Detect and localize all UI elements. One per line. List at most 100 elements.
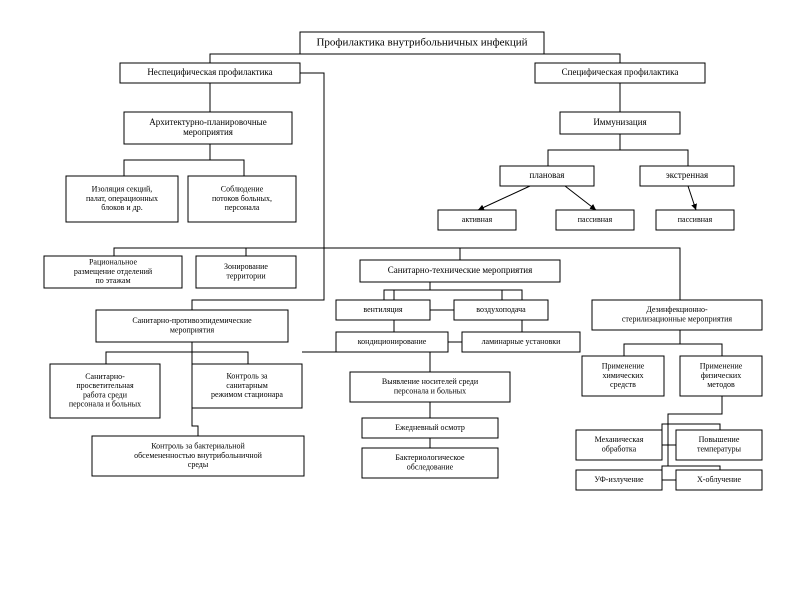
node-label-mech-1: обработка xyxy=(602,444,637,453)
node-label-ration-1: размещение отделений xyxy=(74,267,153,276)
node-label-sanepid-0: Санитарно-противоэпидемические xyxy=(132,316,252,325)
node-label-ration-2: по этажам xyxy=(96,276,131,285)
node-vent: вентиляция xyxy=(336,300,430,320)
node-label-phys-1: физических xyxy=(701,371,741,380)
node-label-chem-2: средств xyxy=(610,380,636,389)
node-carrier: Выявление носителей средиперсонала и бол… xyxy=(350,372,510,402)
node-label-ration-0: Рациональное xyxy=(89,258,137,267)
edge-23 xyxy=(192,352,248,364)
edge-7 xyxy=(620,150,688,166)
node-zoning: Зонированиетерритории xyxy=(196,256,296,288)
node-emerg: экстренная xyxy=(640,166,734,186)
node-label-santech-0: Санитарно-технические мероприятия xyxy=(388,265,532,275)
edge-32 xyxy=(662,424,668,470)
edge-25 xyxy=(302,352,430,372)
node-label-bactc-0: Контроль за бактериальной xyxy=(151,442,245,451)
edge-29 xyxy=(680,344,722,356)
node-temper: Повышениетемпературы xyxy=(676,430,762,460)
node-label-passive2-0: пассивная xyxy=(678,215,713,224)
node-label-root-0: Профилактика внутрибольничных инфекций xyxy=(316,37,527,49)
node-label-carrier-0: Выявление носителей среди xyxy=(382,377,479,386)
node-label-temper-1: температуры xyxy=(697,444,742,453)
edge-13 xyxy=(324,248,460,260)
flowchart-canvas: Профилактика внутрибольничных инфекций Не… xyxy=(0,0,800,600)
node-label-chem-0: Применение xyxy=(602,362,645,371)
node-label-flows-0: Соблюдение xyxy=(221,185,264,194)
node-passive1: пассивная xyxy=(556,210,634,230)
edge-1 xyxy=(544,54,620,63)
node-label-passive1-0: пассивная xyxy=(578,215,613,224)
node-label-nonspec-0: Неспецифическая профилактика xyxy=(147,67,272,77)
node-label-zoning-1: территории xyxy=(226,271,266,280)
node-bactc: Контроль за бактериальнойобсемененностью… xyxy=(92,436,304,476)
edge-4 xyxy=(124,144,210,176)
node-bactexam: Бактериологическоеобследование xyxy=(362,448,498,478)
node-santech: Санитарно-технические мероприятия xyxy=(360,260,560,282)
edge-33 xyxy=(668,466,720,470)
node-label-phys-0: Применение xyxy=(700,362,743,371)
edge-11 xyxy=(114,73,324,256)
node-label-arch-0: Архитектурно-планировочные xyxy=(149,117,266,127)
edge-17 xyxy=(430,290,502,300)
node-label-isol-2: блоков и др. xyxy=(101,203,142,212)
edge-31 xyxy=(668,424,720,430)
node-sanepid: Санитарно-противоэпидемическиемероприяти… xyxy=(96,310,288,342)
edge-8 xyxy=(478,186,530,210)
node-label-uv-0: УФ-излучение xyxy=(594,475,644,484)
node-label-daily-0: Ежедневный осмотр xyxy=(395,423,465,432)
node-daily: Ежедневный осмотр xyxy=(362,418,498,438)
node-disinf: Дезинфекционно-стерилизационные мероприя… xyxy=(592,300,762,330)
node-label-lamin-0: ламинарные установки xyxy=(482,337,562,346)
node-label-sanlight-1: просветительная xyxy=(76,381,134,390)
node-label-immun-0: Иммунизация xyxy=(593,117,646,127)
node-label-bactexam-1: обследование xyxy=(407,462,454,471)
edge-22 xyxy=(106,342,192,364)
node-label-disinf-0: Дезинфекционно- xyxy=(646,305,708,314)
node-label-control-2: режимом стационара xyxy=(211,390,283,399)
node-label-bactc-1: обсемененностью внутрибольничной xyxy=(134,451,263,460)
node-label-temper-0: Повышение xyxy=(699,435,740,444)
node-label-xray-0: Х-облучение xyxy=(697,475,741,484)
node-label-mech-0: Механическая xyxy=(595,435,644,444)
edge-10 xyxy=(688,186,696,210)
node-label-arch-1: мероприятия xyxy=(183,127,233,137)
node-label-air-0: воздухоподача xyxy=(476,305,526,314)
node-label-flows-2: персонала xyxy=(225,203,260,212)
node-lamin: ламинарные установки xyxy=(462,332,580,352)
node-active: активная xyxy=(438,210,516,230)
node-label-plan-0: плановая xyxy=(530,170,565,180)
node-uv: УФ-излучение xyxy=(576,470,662,490)
node-passive2: пассивная xyxy=(656,210,734,230)
node-label-emerg-0: экстренная xyxy=(666,170,708,180)
edge-9 xyxy=(565,186,596,210)
node-xray: Х-облучение xyxy=(676,470,762,490)
node-label-carrier-1: персонала и больных xyxy=(394,386,466,395)
node-label-control-0: Контроль за xyxy=(226,372,268,381)
node-label-sanepid-1: мероприятия xyxy=(170,325,215,334)
node-label-flows-1: потоков больных, xyxy=(212,194,272,203)
node-phys: Применениефизическихметодов xyxy=(680,356,762,396)
node-label-spec-0: Специфическая профилактика xyxy=(562,67,679,77)
node-label-sanlight-0: Санитарно- xyxy=(85,372,125,381)
edge-28 xyxy=(624,330,680,356)
node-label-vent-0: вентиляция xyxy=(363,305,403,314)
node-label-cond-0: кондиционирование xyxy=(358,337,427,346)
edge-0 xyxy=(210,54,300,63)
node-root: Профилактика внутрибольничных инфекций xyxy=(300,32,544,54)
node-label-isol-0: Изоляция секций, xyxy=(92,185,153,194)
edge-6 xyxy=(548,134,620,166)
node-control: Контроль засанитарнымрежимом стационара xyxy=(192,364,302,408)
node-ration: Рациональноеразмещение отделенийпо этажа… xyxy=(44,256,182,288)
node-label-phys-2: методов xyxy=(707,380,735,389)
node-arch: Архитектурно-планировочныемероприятия xyxy=(124,112,292,144)
node-label-sanlight-2: работа среди xyxy=(83,390,128,399)
node-label-isol-1: палат, операционных xyxy=(86,194,158,203)
node-label-chem-1: химических xyxy=(602,371,643,380)
node-isol: Изоляция секций,палат, операционныхблоко… xyxy=(66,176,178,222)
node-label-disinf-1: стерилизационные мероприятия xyxy=(622,314,733,323)
node-cond: кондиционирование xyxy=(336,332,448,352)
edge-30 xyxy=(662,396,722,430)
node-sanlight: Санитарно-просветительнаяработа средипер… xyxy=(50,364,160,418)
node-nonspec: Неспецифическая профилактика xyxy=(120,63,300,83)
edge-16 xyxy=(384,282,430,300)
